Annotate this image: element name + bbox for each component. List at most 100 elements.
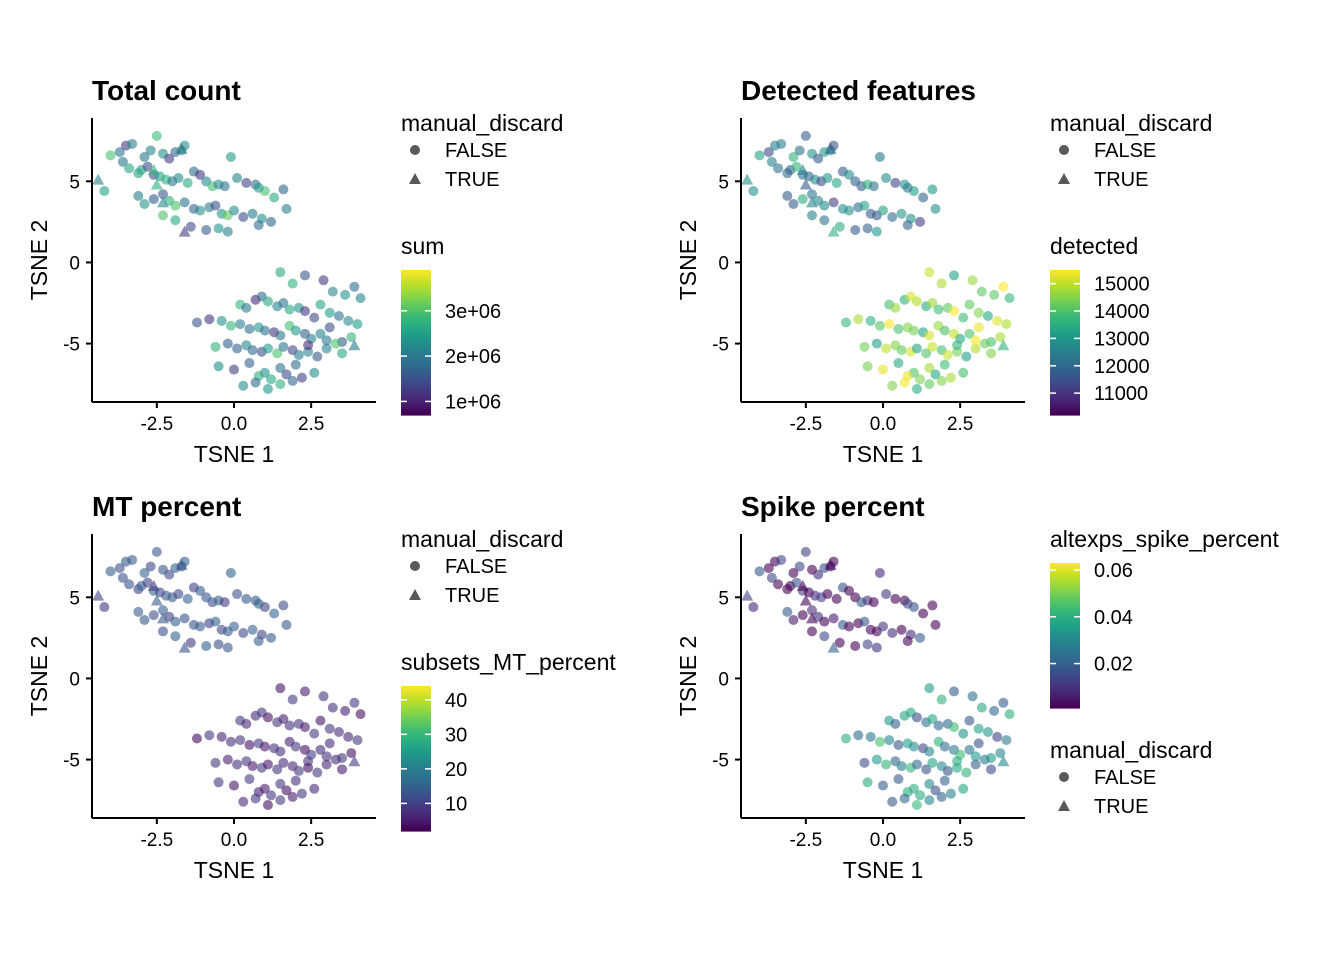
colorbar-segment (1050, 375, 1080, 380)
data-point (887, 380, 898, 391)
colorbar-segment (401, 408, 431, 413)
colorbar-segment (1050, 638, 1080, 643)
data-point (927, 600, 938, 611)
data-point (868, 181, 879, 192)
data-point (964, 715, 975, 726)
colorbar-segment (1050, 303, 1080, 307)
colorbar-segment (401, 764, 431, 769)
colorbar-segment (401, 339, 431, 344)
data-point (278, 298, 289, 309)
colorbar-title: subsets_MT_percent (401, 649, 616, 675)
colorbar-segment (1050, 288, 1080, 292)
colorbar-segment (1050, 584, 1080, 588)
colorbar-segment (1050, 285, 1080, 289)
points-layer (92, 546, 366, 811)
data-point (99, 186, 110, 197)
y-tick-label: -5 (712, 335, 729, 356)
data-point (788, 199, 799, 210)
data-point (269, 192, 280, 203)
data-point (225, 736, 236, 747)
shape-legend: manual_discard FALSE TRUE (1050, 110, 1212, 191)
data-point (949, 306, 959, 317)
colorbar-segment (1050, 686, 1080, 691)
data-point (127, 138, 138, 149)
data-point (958, 728, 969, 739)
data-point (222, 226, 233, 237)
data-point (241, 177, 252, 188)
data-point (921, 764, 932, 775)
colorbar-segment (1050, 632, 1080, 637)
data-point (241, 718, 252, 729)
colorbar-segment (1050, 590, 1080, 594)
colorbar-segment (401, 791, 431, 796)
legend-label-false: FALSE (445, 140, 507, 162)
colorbar-segment (1050, 276, 1080, 280)
colorbar-segment (401, 354, 431, 359)
data-point (831, 593, 842, 604)
data-point-discarded (827, 225, 840, 237)
colorbar-segment (401, 351, 431, 356)
data-point (216, 315, 227, 326)
y-tick-label: -5 (63, 335, 80, 356)
data-point (976, 702, 987, 713)
data-point (924, 267, 935, 278)
colorbar-segment (401, 285, 431, 289)
data-point (840, 733, 851, 744)
data-point (949, 686, 959, 697)
colorbar-segment (1050, 599, 1080, 603)
data-point (939, 775, 950, 786)
colorbar-segment (401, 309, 431, 313)
data-point (878, 364, 888, 375)
data-point (844, 205, 855, 216)
colorbar-segment (401, 755, 431, 760)
data-point (327, 286, 338, 297)
data-point (995, 332, 1006, 343)
data-point (976, 286, 987, 297)
data-point (915, 790, 926, 801)
data-point (874, 151, 885, 162)
colorbar-segment (401, 318, 431, 322)
colorbar-segment (401, 800, 431, 805)
colorbar-segment (401, 770, 431, 775)
legend-key-true-icon (1058, 800, 1070, 811)
y-tick-label: 5 (69, 172, 80, 193)
colorbar-legend: subsets_MT_percent 10 20 30 40 (401, 649, 616, 832)
colorbar-segment (1050, 399, 1080, 404)
data-point (139, 151, 150, 162)
data-point (244, 774, 255, 785)
data-point (352, 735, 363, 746)
colorbar-segment (401, 743, 431, 748)
data-point (862, 223, 873, 234)
data-point (185, 221, 196, 232)
data-point (973, 307, 984, 318)
colorbar-segment (401, 273, 431, 277)
data-point (213, 361, 224, 372)
colorbar-segment (401, 749, 431, 754)
data-point (148, 194, 159, 205)
data-point (958, 783, 969, 794)
data-point-discarded (348, 339, 361, 351)
data-point (300, 270, 310, 281)
data-point (303, 340, 314, 351)
colorbar-title: detected (1050, 233, 1138, 259)
data-point (281, 785, 292, 796)
colorbar-segment (1050, 629, 1080, 634)
data-point (773, 579, 784, 590)
data-point (229, 780, 239, 791)
data-point (992, 731, 1003, 742)
data-point (201, 640, 212, 651)
data-point (927, 184, 938, 195)
data-point (300, 686, 310, 697)
data-point (776, 554, 787, 565)
colorbar-segment (401, 794, 431, 799)
colorbar-legend: sum 1e+06 2e+06 3e+06 (401, 233, 501, 416)
data-point (324, 322, 335, 333)
colorbar-segment (1050, 282, 1080, 286)
data-point (915, 216, 926, 227)
colorbar-segment (401, 369, 431, 374)
data-point (862, 361, 873, 372)
data-point (333, 310, 344, 321)
data-point (170, 215, 181, 226)
data-point (979, 338, 990, 349)
colorbar-tick-label: 3e+06 (445, 301, 501, 323)
